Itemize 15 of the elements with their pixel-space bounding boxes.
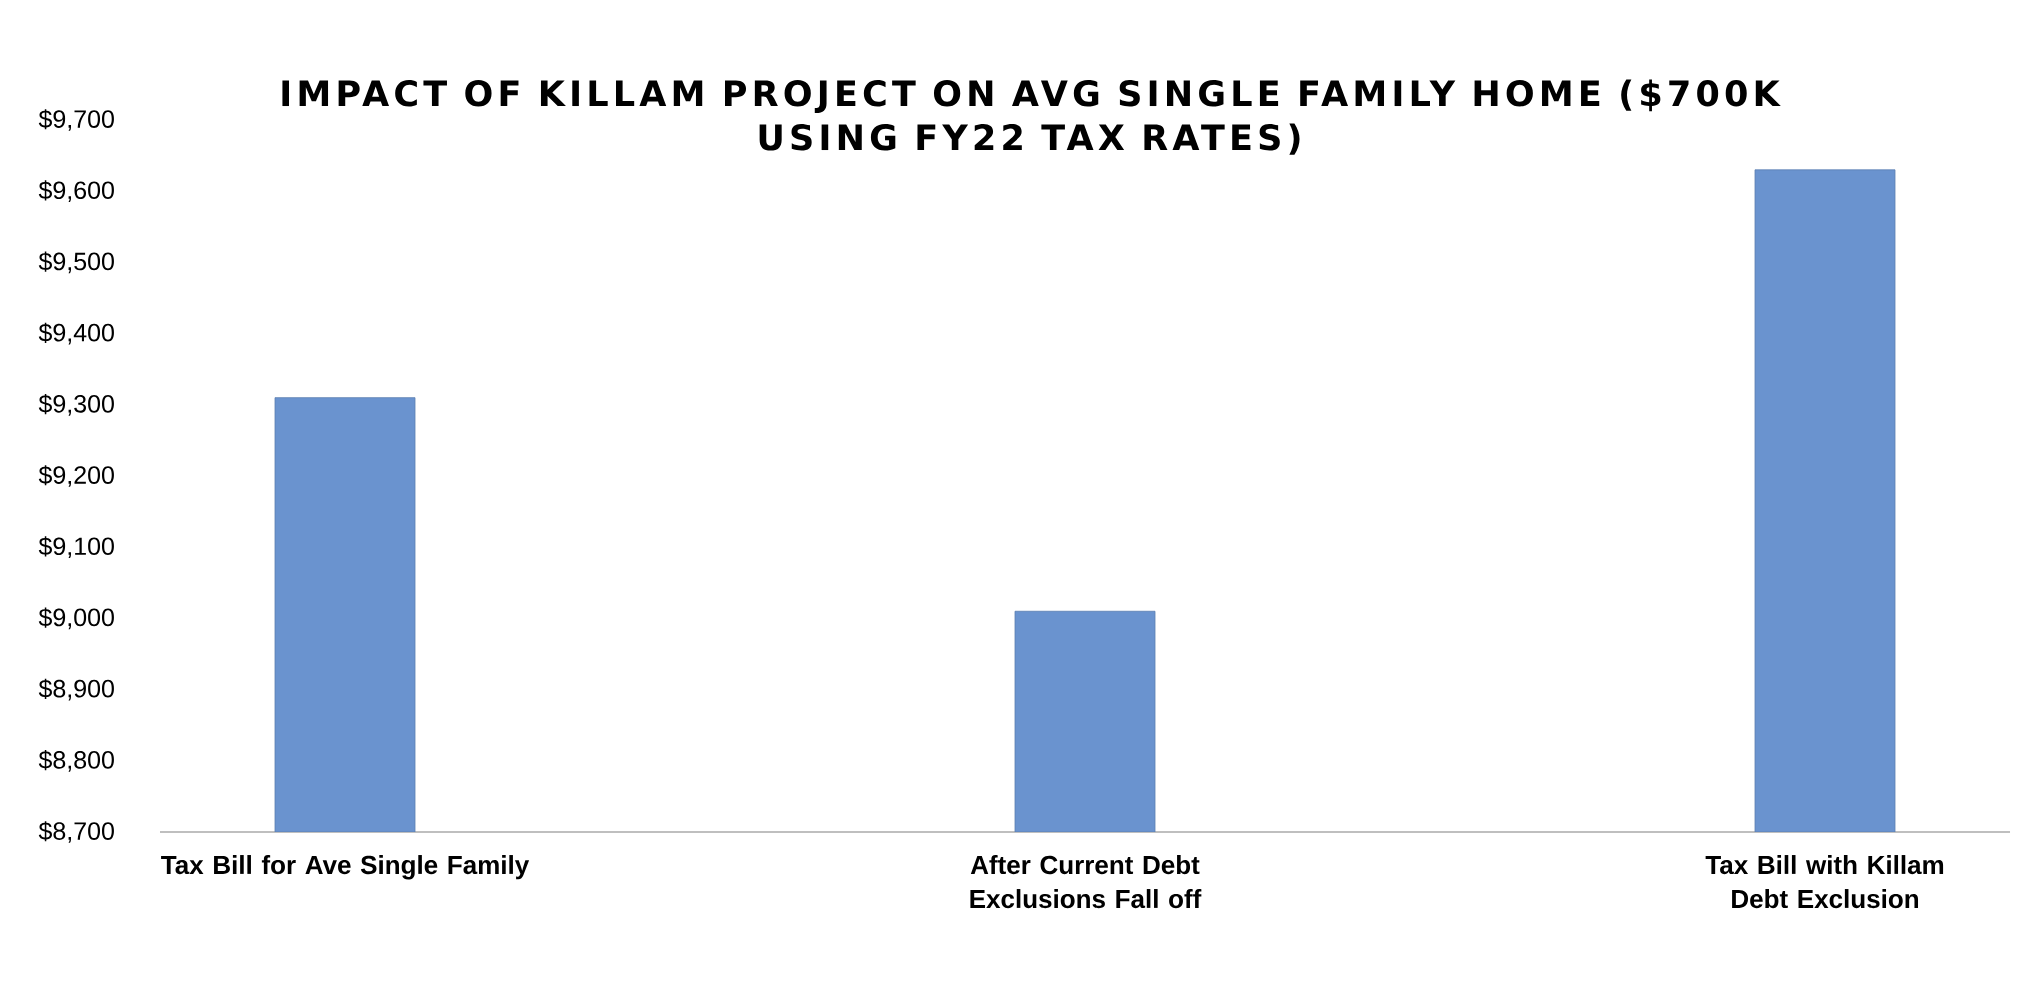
y-tick-label: $9,600 bbox=[38, 180, 114, 203]
y-tick-label: $9,000 bbox=[38, 607, 114, 630]
chart-title: IMPACT OF KILLAM PROJECT ON AVG SINGLE FAMILY HOME ($700K USING FY22 TAX RATES) bbox=[282, 79, 1781, 155]
y-tick-label: $8,800 bbox=[38, 749, 114, 772]
y-tick-label: $9,500 bbox=[38, 251, 114, 274]
x-tick-label: Tax Bill with Killam Debt Exclusion bbox=[1705, 855, 1944, 909]
y-tick-label: $8,900 bbox=[38, 678, 114, 701]
y-tick-label: $9,400 bbox=[38, 322, 114, 345]
y-tick-label: $9,100 bbox=[38, 536, 114, 559]
x-tick-label: After Current Debt Exclusions Fall off bbox=[970, 855, 1202, 909]
y-tick-label: $9,300 bbox=[38, 393, 114, 416]
x-tick-label: Tax Bill for Ave Single Family bbox=[161, 855, 530, 880]
y-tick-label: $8,700 bbox=[38, 821, 114, 843]
y-tick-label: $9,200 bbox=[38, 465, 114, 487]
y-tick-label: $9,700 bbox=[38, 109, 114, 131]
